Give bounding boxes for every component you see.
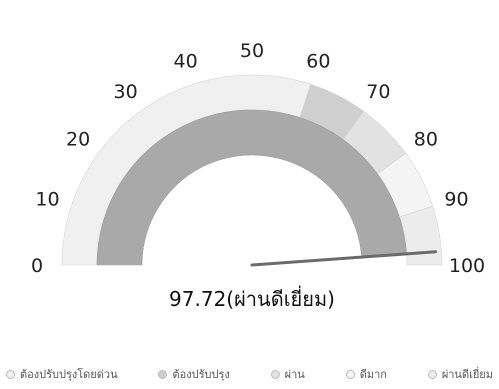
gauge-tick-label: 70 [366,81,390,103]
legend-item-pass[interactable]: ผ่าน [270,365,305,383]
gauge-progress-arc [96,109,407,266]
legend-item-label: ดีมาก [359,368,387,381]
legend-item-label: ผ่านดีเยี่ยม [441,368,493,381]
gauge-tick-label: 90 [444,189,468,211]
gauge-tick-label: 0 [31,255,43,277]
gauge-tick-label: 10 [35,189,59,211]
gauge-value-label: 97.72(ผ่านดีเยี่ยม) [169,285,335,311]
legend-item-improve[interactable]: ต้องปรับปรุง [158,365,230,383]
legend-item-label: ต้องปรับปรุงโดยด่วน [20,368,118,381]
gauge-band-4 [399,205,443,266]
legend-item-excellent[interactable]: ผ่านดีเยี่ยม [427,365,493,383]
legend-dot-icon [345,369,355,379]
gauge-tick-label: 20 [66,129,90,151]
gauge-needle [250,250,437,267]
legend-dot-icon [427,369,437,379]
legend-dot-icon [6,369,15,379]
gauge-tick-label: 30 [114,81,138,103]
gauge-legend: ต้องปรับปรุงโดยด่วน ต้องปรับปรุง ผ่าน ดี… [0,364,499,384]
legend-dot-icon [270,369,280,379]
legend-item-very-good[interactable]: ดีมาก [345,365,387,383]
legend-dot-icon [158,369,168,379]
gauge-tick-label: 100 [449,255,485,277]
gauge-outer-bands [61,74,443,266]
gauge-tick-label: 40 [174,51,198,73]
gauge-tick-label: 50 [240,40,264,62]
gauge-tick-labels: 0 10 20 30 40 50 60 70 80 90 100 [31,40,485,277]
gauge-tick-label: 60 [306,51,330,73]
legend-item-label: ต้องปรับปรุง [172,368,230,381]
legend-item-urgent[interactable]: ต้องปรับปรุงโดยด่วน [6,365,118,383]
gauge-tick-label: 80 [414,129,438,151]
legend-item-label: ผ่าน [284,368,305,381]
